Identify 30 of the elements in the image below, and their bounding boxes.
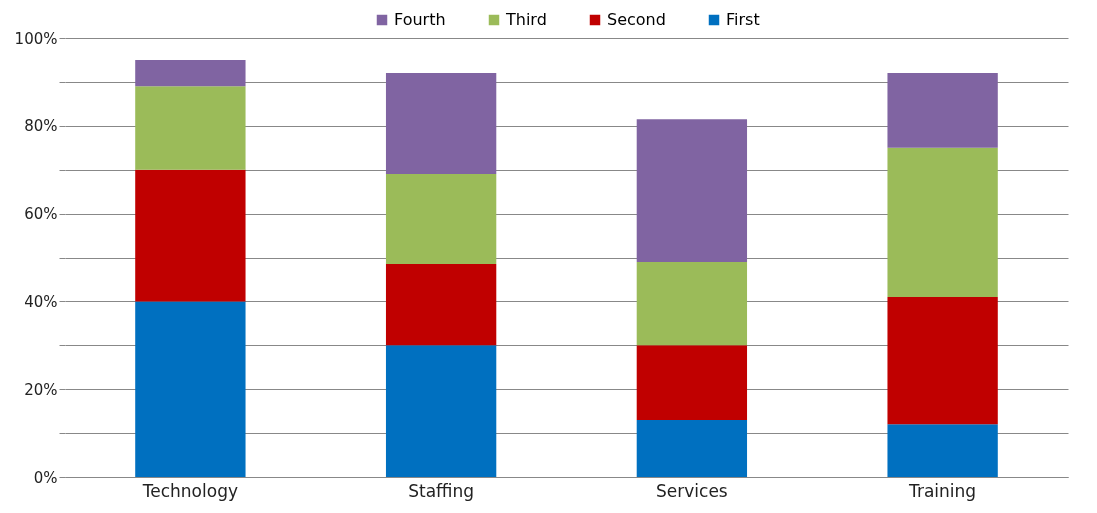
bar (385, 345, 497, 477)
y-tick-label: 0% (33, 468, 58, 487)
bar (636, 345, 748, 420)
bar (887, 424, 998, 477)
y-tick-label: 40% (24, 292, 58, 311)
bar (887, 147, 998, 298)
x-tick-label: Staffing (408, 480, 475, 501)
bar (135, 301, 246, 477)
bar (135, 169, 246, 302)
y-tick-label: 100% (14, 29, 58, 48)
x-tick-label: Services (656, 480, 728, 501)
x-tick-label: Technology (141, 480, 238, 501)
y-tick-label: 80% (24, 117, 58, 136)
bar (636, 119, 748, 262)
bar (887, 297, 998, 425)
bar (385, 73, 497, 175)
bar (887, 73, 998, 148)
bar (385, 174, 497, 265)
bar (135, 86, 246, 170)
legend-label: First (726, 10, 760, 29)
y-tick-label: 20% (24, 380, 58, 399)
legend-label: Second (607, 10, 666, 29)
bar (385, 264, 497, 346)
legend-label: Fourth (394, 10, 446, 29)
legend-label: Third (505, 10, 547, 29)
bar (636, 261, 748, 346)
bar (636, 419, 748, 477)
y-tick-label: 60% (24, 205, 58, 224)
x-tick-label: Training (908, 480, 977, 501)
bar (135, 59, 246, 87)
